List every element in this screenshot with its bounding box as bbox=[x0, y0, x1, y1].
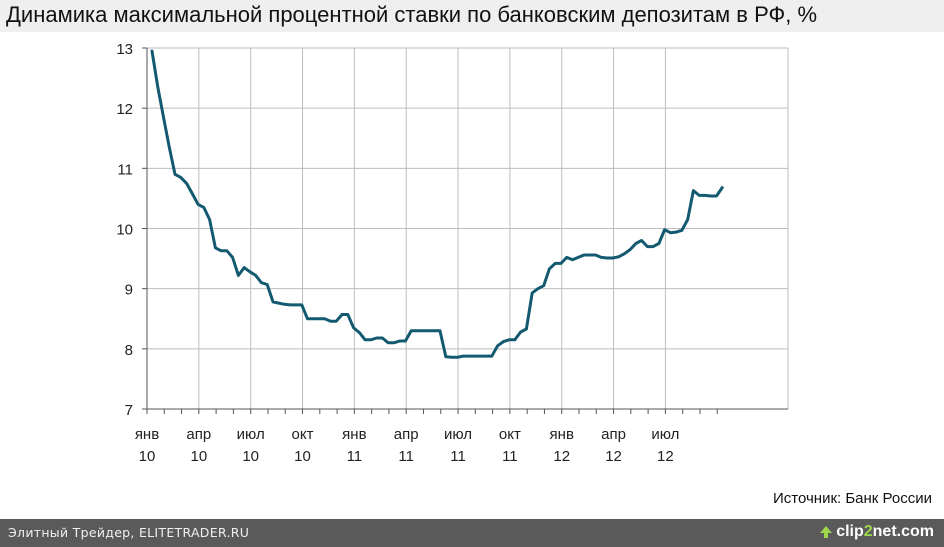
line-chart: 7 8 9 10 11 12 13 янв 10 апр 10 июл 10 окт 10 янв 11 апр 1… bbox=[116, 41, 789, 465]
source-note: Источник: Банк России bbox=[772, 490, 932, 507]
x-tick-label-year: 12 bbox=[553, 448, 570, 465]
upload-arrow-icon bbox=[820, 525, 833, 538]
x-tick-label-year: 11 bbox=[450, 448, 466, 465]
x-tick-label-year: 12 bbox=[657, 448, 674, 465]
x-tick-label-year: 10 bbox=[190, 448, 207, 465]
x-tick-label-year: 12 bbox=[605, 448, 622, 465]
x-tick-label-year: 11 bbox=[347, 448, 363, 465]
x-tick-label-month: янв bbox=[550, 426, 574, 443]
x-tick-label-month: окт bbox=[292, 426, 314, 443]
x-tick-label-month: апр bbox=[394, 426, 419, 443]
brand-accent: 2 bbox=[863, 523, 873, 540]
deposit-rate-series-line bbox=[150, 49, 724, 359]
y-tick-label: 9 bbox=[125, 282, 133, 299]
footer-site-label: Элитный Трейдер, ELITETRADER.RU bbox=[8, 525, 250, 540]
y-tick-label: 8 bbox=[125, 342, 133, 359]
clip2net-brand[interactable]: clip2net.com bbox=[819, 523, 934, 541]
x-tick-label-month: июл bbox=[651, 426, 679, 443]
brand-prefix: clip bbox=[836, 523, 864, 540]
footer-bar: Элитный Трейдер, ELITETRADER.RU clip2net… bbox=[0, 519, 944, 547]
x-tick-label-month: июл bbox=[444, 426, 472, 443]
x-tick-label-year: 10 bbox=[139, 448, 156, 465]
chart-title: Динамика максимальной процентной ставки … bbox=[6, 2, 818, 27]
title-bar: Динамика максимальной процентной ставки … bbox=[0, 0, 944, 32]
x-tick-label-month: апр bbox=[601, 426, 626, 443]
x-tick-label-month: июл bbox=[237, 426, 265, 443]
x-tick-label-year: 10 bbox=[242, 448, 259, 465]
y-tick-label: 11 bbox=[117, 161, 133, 178]
y-tick-label: 10 bbox=[116, 222, 133, 239]
y-tick-label: 7 bbox=[125, 402, 133, 419]
x-tick-label-year: 10 bbox=[294, 448, 311, 465]
x-tick-label-month: янв bbox=[135, 426, 159, 443]
x-tick-label-month: янв bbox=[342, 426, 366, 443]
x-tick-label-month: апр bbox=[186, 426, 211, 443]
y-tick-label: 12 bbox=[116, 101, 133, 118]
brand-suffix: net.com bbox=[872, 523, 934, 540]
x-tick-label-year: 11 bbox=[502, 448, 518, 465]
y-tick-label: 13 bbox=[116, 41, 133, 58]
x-tick-label-month: окт bbox=[499, 426, 521, 443]
x-tick-label-year: 11 bbox=[398, 448, 414, 465]
